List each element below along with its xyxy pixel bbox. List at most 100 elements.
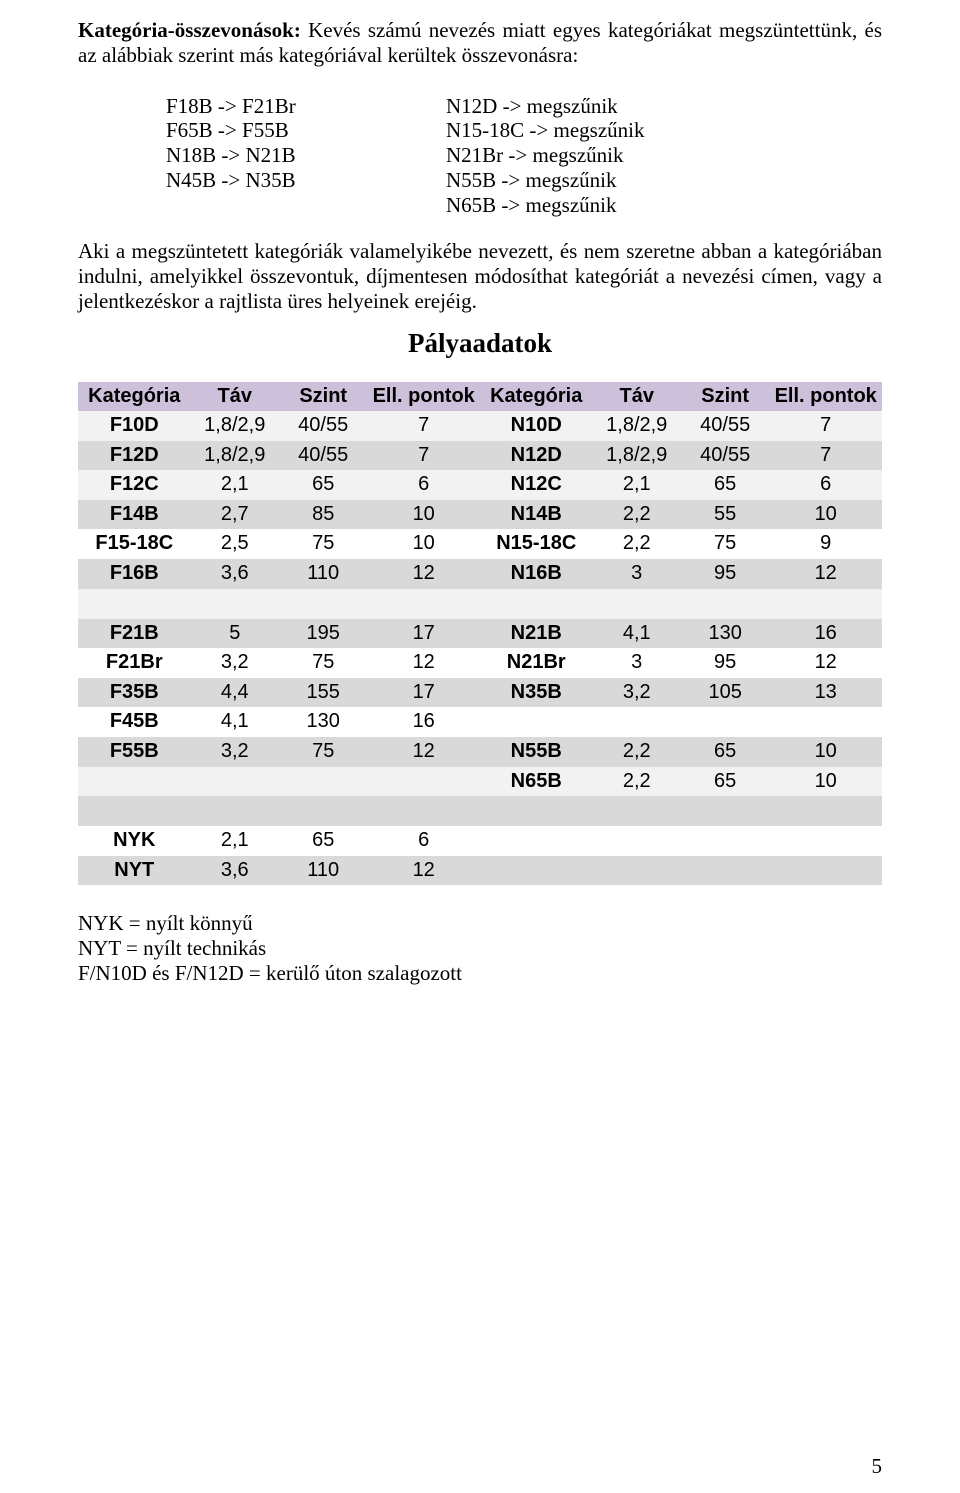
table-cell: 4,1 xyxy=(191,707,279,737)
table-header: Szint xyxy=(279,382,367,412)
table-title: Pályaadatok xyxy=(78,328,882,360)
page-number: 5 xyxy=(872,1454,883,1479)
mapping-right: N65B -> megszűnik xyxy=(446,193,882,218)
table-cell: 2,2 xyxy=(593,737,681,767)
table-cell: 10 xyxy=(367,500,480,530)
table-cell: 7 xyxy=(769,441,882,471)
table-cell: 2,1 xyxy=(593,470,681,500)
table-spacer-row xyxy=(78,796,882,826)
intro-heading-bold: Kategória-összevonások: xyxy=(78,18,308,42)
table-cell: 3,6 xyxy=(191,559,279,589)
table-cell: 16 xyxy=(367,707,480,737)
note-line: F/N10D és F/N12D = kerülő úton szalagozo… xyxy=(78,961,882,986)
table-cell: 12 xyxy=(367,737,480,767)
table-row: F35B4,415517N35B3,210513 xyxy=(78,678,882,708)
table-cell: 65 xyxy=(681,470,769,500)
table-cell: 40/55 xyxy=(681,411,769,441)
table-cell: 10 xyxy=(769,500,882,530)
table-cell: 65 xyxy=(681,737,769,767)
table-cell: 2,1 xyxy=(191,826,279,856)
table-row: F45B4,113016 xyxy=(78,707,882,737)
table-cell: F55B xyxy=(78,737,191,767)
table-cell: 9 xyxy=(769,529,882,559)
table-cell: 2,1 xyxy=(191,470,279,500)
table-cell: 75 xyxy=(279,648,367,678)
table-cell: 5 xyxy=(191,619,279,649)
table-cell: 3,6 xyxy=(191,856,279,886)
table-cell: 2,7 xyxy=(191,500,279,530)
table-cell: F21Br xyxy=(78,648,191,678)
table-row: F55B3,27512N55B2,26510 xyxy=(78,737,882,767)
table-cell: 75 xyxy=(279,737,367,767)
mapping-left: N18B -> N21B xyxy=(166,143,446,168)
table-cell: N65B xyxy=(480,767,593,797)
table-cell: N12D xyxy=(480,441,593,471)
note-line: NYT = nyílt technikás xyxy=(78,936,882,961)
table-cell: F21B xyxy=(78,619,191,649)
table-cell: N55B xyxy=(480,737,593,767)
table-cell: F35B xyxy=(78,678,191,708)
table-cell: 40/55 xyxy=(681,441,769,471)
table-cell xyxy=(769,826,882,856)
table-cell: 6 xyxy=(367,470,480,500)
table-cell: 1,8/2,9 xyxy=(191,441,279,471)
table-header: Táv xyxy=(593,382,681,412)
table-cell: 6 xyxy=(769,470,882,500)
mapping-row: F18B -> F21BrN12D -> megszűnik xyxy=(166,94,882,119)
table-cell: 3 xyxy=(593,648,681,678)
table-cell: 17 xyxy=(367,619,480,649)
table-cell: 1,8/2,9 xyxy=(593,411,681,441)
table-cell xyxy=(769,707,882,737)
table-cell: 4,4 xyxy=(191,678,279,708)
data-table: KategóriaTávSzintEll. pontokKategóriaTáv… xyxy=(78,382,882,886)
table-header: Kategória xyxy=(480,382,593,412)
table-cell: 6 xyxy=(367,826,480,856)
table-cell: N35B xyxy=(480,678,593,708)
mapping-right: N12D -> megszűnik xyxy=(446,94,882,119)
table-header: Ell. pontok xyxy=(367,382,480,412)
table-row: NYK2,1656 xyxy=(78,826,882,856)
table-cell xyxy=(480,856,593,886)
table-cell: 7 xyxy=(367,441,480,471)
table-cell: N15-18C xyxy=(480,529,593,559)
mapping-row: N65B -> megszűnik xyxy=(166,193,882,218)
table-cell: 10 xyxy=(769,767,882,797)
table-cell: F16B xyxy=(78,559,191,589)
intro-paragraph: Kategória-összevonások: Kevés számú neve… xyxy=(78,18,882,68)
table-cell: 40/55 xyxy=(279,411,367,441)
table-spacer-cell xyxy=(78,796,882,826)
table-cell xyxy=(191,767,279,797)
mapping-left: N45B -> N35B xyxy=(166,168,446,193)
table-cell: 95 xyxy=(681,559,769,589)
table-cell: 130 xyxy=(279,707,367,737)
table-cell: 75 xyxy=(681,529,769,559)
table-cell xyxy=(480,826,593,856)
table-cell xyxy=(279,767,367,797)
table-row: F10D1,8/2,940/557N10D1,8/2,940/557 xyxy=(78,411,882,441)
mapping-right: N15-18C -> megszűnik xyxy=(446,118,882,143)
table-cell: 2,2 xyxy=(593,529,681,559)
mapping-left: F18B -> F21Br xyxy=(166,94,446,119)
note-line: NYK = nyílt könnyű xyxy=(78,911,882,936)
mapping-list: F18B -> F21BrN12D -> megszűnikF65B -> F5… xyxy=(78,94,882,218)
table-cell xyxy=(593,856,681,886)
table-row: F12C2,1656N12C2,1656 xyxy=(78,470,882,500)
table-cell: F15-18C xyxy=(78,529,191,559)
notes: NYK = nyílt könnyűNYT = nyílt technikásF… xyxy=(78,911,882,985)
table-cell xyxy=(681,856,769,886)
mapping-left: F65B -> F55B xyxy=(166,118,446,143)
table-cell: 17 xyxy=(367,678,480,708)
table-cell: 3,2 xyxy=(191,737,279,767)
table-row: NYT3,611012 xyxy=(78,856,882,886)
table-cell: 1,8/2,9 xyxy=(191,411,279,441)
table-cell: N14B xyxy=(480,500,593,530)
table-cell: NYT xyxy=(78,856,191,886)
table-cell: N10D xyxy=(480,411,593,441)
mapping-row: N45B -> N35BN55B -> megszűnik xyxy=(166,168,882,193)
table-cell: 65 xyxy=(279,826,367,856)
table-cell: F12C xyxy=(78,470,191,500)
table-cell: F14B xyxy=(78,500,191,530)
table-cell: NYK xyxy=(78,826,191,856)
table-cell: 7 xyxy=(769,411,882,441)
table-cell: 13 xyxy=(769,678,882,708)
